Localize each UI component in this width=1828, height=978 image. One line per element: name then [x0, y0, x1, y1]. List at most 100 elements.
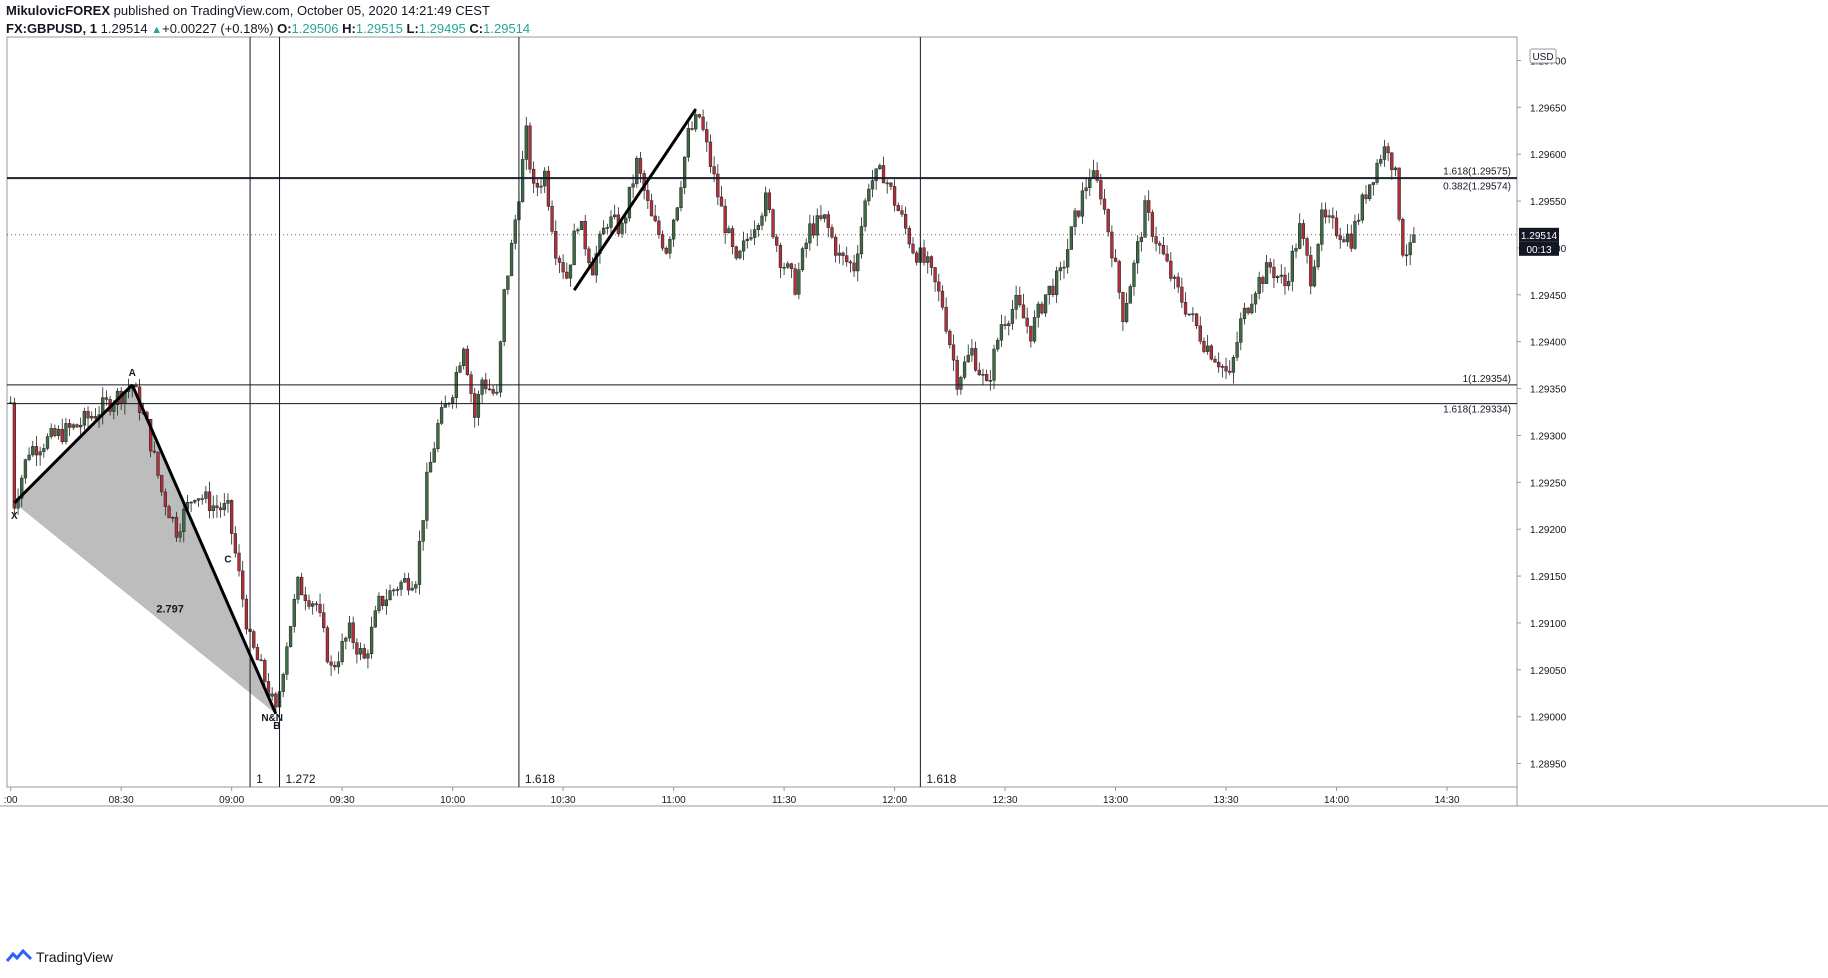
candle: [988, 369, 992, 391]
candle-body: [1147, 200, 1151, 213]
candle: [1088, 168, 1092, 197]
candle-body: [620, 222, 624, 234]
countdown-label: 00:13: [1526, 245, 1551, 256]
author-name[interactable]: MikulovicFOREX: [6, 3, 111, 18]
candle: [896, 202, 900, 212]
candle-body: [171, 517, 175, 519]
candle: [1073, 208, 1077, 236]
candle: [1283, 266, 1287, 295]
candle-body: [1205, 345, 1210, 352]
last-price: 1.29514: [100, 21, 148, 36]
candle-body: [1172, 276, 1177, 279]
candle-body: [1305, 238, 1309, 256]
candle-body: [458, 365, 462, 373]
candle-body: [653, 215, 657, 222]
candle: [152, 441, 156, 454]
candle-body: [1224, 366, 1228, 372]
candle: [609, 210, 613, 237]
candle-body: [200, 498, 204, 500]
candle-body: [1279, 274, 1283, 277]
candle: [528, 122, 532, 174]
x-tick-label: 10:00: [440, 795, 465, 806]
candle-body: [1198, 325, 1202, 342]
candle-body: [741, 240, 746, 252]
symbol-label[interactable]: FX:GBPUSD, 1: [6, 21, 98, 36]
candle: [270, 687, 274, 701]
candle-body: [568, 264, 573, 279]
candle: [546, 166, 551, 211]
y-tick-label: 1.29600: [1530, 150, 1567, 161]
candle-body: [808, 223, 812, 244]
candle: [513, 214, 517, 250]
candle-body: [233, 533, 237, 554]
candle-body: [1047, 285, 1051, 295]
candle-body: [660, 234, 665, 249]
open-value: 1.29506: [291, 21, 339, 36]
candle: [903, 206, 908, 235]
footer-brand[interactable]: TradingView: [6, 949, 113, 965]
candle: [727, 225, 731, 234]
x-tick-label: 11:00: [661, 795, 686, 806]
candle-body: [340, 641, 344, 663]
candle: [167, 504, 171, 519]
candle-body: [1342, 239, 1346, 243]
fib-level-label: 1.618(1.29334): [1443, 405, 1511, 416]
candle: [369, 616, 374, 659]
low-label: L:: [406, 21, 419, 36]
candle-body: [1360, 194, 1364, 221]
candle: [1018, 286, 1022, 308]
candle-body: [649, 200, 654, 217]
candle-body: [1323, 209, 1328, 218]
candle-body: [848, 261, 853, 264]
candle-body: [1143, 200, 1147, 238]
candle: [1390, 152, 1394, 180]
candle-body: [745, 238, 749, 242]
y-tick-label: 1.29550: [1530, 197, 1567, 208]
candle: [336, 651, 341, 674]
candle: [767, 188, 772, 213]
candle: [1323, 202, 1328, 224]
candle: [889, 181, 893, 190]
last-price-label: 1.29514: [1521, 231, 1558, 242]
candle: [71, 423, 75, 430]
candle: [1113, 249, 1118, 263]
candle: [1077, 210, 1081, 219]
candle: [734, 245, 738, 261]
candle-body: [1191, 313, 1195, 316]
trend-line: [572, 108, 697, 291]
candle: [749, 229, 753, 241]
candle: [686, 117, 690, 162]
candle-body: [373, 610, 377, 628]
candle: [34, 435, 39, 466]
candle: [502, 288, 506, 347]
candle-body: [1110, 231, 1114, 259]
candle-body: [885, 182, 889, 185]
candle: [675, 206, 679, 222]
candle-body: [351, 622, 355, 643]
candle: [907, 225, 911, 249]
candle-body: [532, 168, 536, 184]
candle-body: [1316, 244, 1320, 268]
candle-body: [1117, 261, 1121, 293]
candle-body: [638, 157, 643, 174]
candle-body: [75, 424, 79, 428]
candle-body: [1051, 285, 1055, 296]
candle-body: [182, 509, 186, 533]
candle: [322, 603, 326, 633]
candle: [966, 344, 970, 363]
candle-body: [797, 269, 801, 295]
candle: [399, 579, 403, 596]
candle: [182, 505, 186, 543]
candle-body: [207, 491, 212, 512]
last-price-badge: [1519, 227, 1559, 242]
candle: [1080, 182, 1085, 225]
candle: [1401, 217, 1405, 258]
candle-body: [837, 252, 841, 256]
candle-body: [167, 506, 171, 519]
candle: [915, 250, 919, 266]
countdown-badge: [1519, 241, 1559, 256]
candle: [1040, 301, 1044, 315]
candle-body: [793, 268, 797, 295]
candle-body: [1202, 340, 1206, 352]
